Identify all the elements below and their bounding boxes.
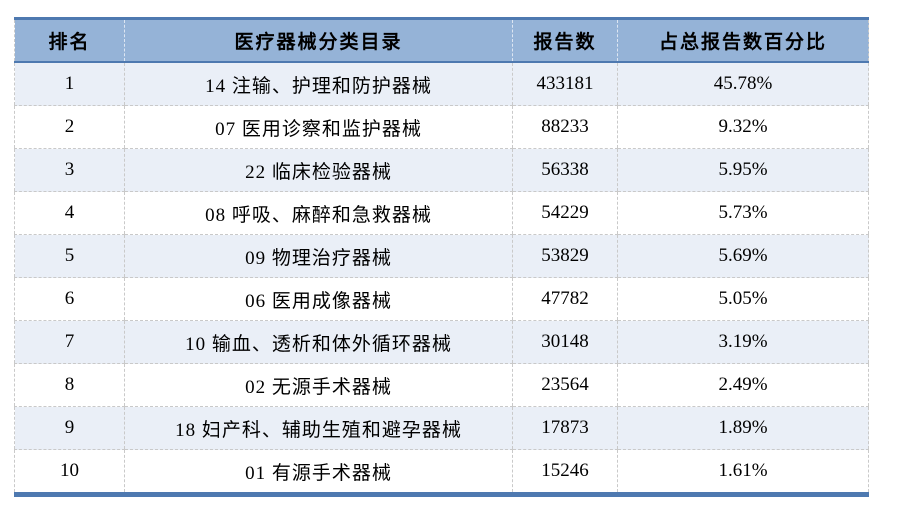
rank-cell: 6 xyxy=(14,277,125,321)
reports-cell: 23564 xyxy=(512,363,618,407)
category-cell: 06 医用成像器械 xyxy=(124,277,513,321)
category-cell: 14 注输、护理和防护器械 xyxy=(124,62,513,106)
medical-device-report-table: 排名 医疗器械分类目录 报告数 占总报告数百分比 1 14 注输、护理和防护器械… xyxy=(14,17,869,497)
reports-cell: 47782 xyxy=(512,277,618,321)
percent-cell: 3.19% xyxy=(617,320,869,364)
rank-cell: 7 xyxy=(14,320,125,364)
table-body: 1 14 注输、护理和防护器械 433181 45.78% 2 07 医用诊察和… xyxy=(14,62,869,495)
percent-cell: 5.73% xyxy=(617,191,869,235)
category-cell: 22 临床检验器械 xyxy=(124,148,513,192)
col-header-percent: 占总报告数百分比 xyxy=(617,17,869,63)
table-row: 3 22 临床检验器械 56338 5.95% xyxy=(14,148,869,192)
header-row: 排名 医疗器械分类目录 报告数 占总报告数百分比 xyxy=(14,17,869,63)
percent-cell: 9.32% xyxy=(617,105,869,149)
category-cell: 01 有源手术器械 xyxy=(124,449,513,495)
table-row: 9 18 妇产科、辅助生殖和避孕器械 17873 1.89% xyxy=(14,406,869,450)
category-cell: 10 输血、透析和体外循环器械 xyxy=(124,320,513,364)
percent-cell: 5.95% xyxy=(617,148,869,192)
col-header-reports: 报告数 xyxy=(512,17,618,63)
percent-cell: 45.78% xyxy=(617,62,869,106)
rank-cell: 5 xyxy=(14,234,125,278)
reports-cell: 54229 xyxy=(512,191,618,235)
table-row: 10 01 有源手术器械 15246 1.61% xyxy=(14,449,869,495)
table-row: 1 14 注输、护理和防护器械 433181 45.78% xyxy=(14,62,869,106)
col-header-rank: 排名 xyxy=(14,17,125,63)
reports-cell: 56338 xyxy=(512,148,618,192)
table-row: 2 07 医用诊察和监护器械 88233 9.32% xyxy=(14,105,869,149)
category-cell: 09 物理治疗器械 xyxy=(124,234,513,278)
category-cell: 08 呼吸、麻醉和急救器械 xyxy=(124,191,513,235)
category-cell: 02 无源手术器械 xyxy=(124,363,513,407)
rank-cell: 8 xyxy=(14,363,125,407)
table-row: 7 10 输血、透析和体外循环器械 30148 3.19% xyxy=(14,320,869,364)
reports-cell: 15246 xyxy=(512,449,618,495)
percent-cell: 5.05% xyxy=(617,277,869,321)
percent-cell: 5.69% xyxy=(617,234,869,278)
table-row: 6 06 医用成像器械 47782 5.05% xyxy=(14,277,869,321)
rank-cell: 3 xyxy=(14,148,125,192)
table-header: 排名 医疗器械分类目录 报告数 占总报告数百分比 xyxy=(14,17,869,63)
category-cell: 07 医用诊察和监护器械 xyxy=(124,105,513,149)
percent-cell: 1.61% xyxy=(617,449,869,495)
rank-cell: 1 xyxy=(14,62,125,106)
rank-cell: 2 xyxy=(14,105,125,149)
percent-cell: 2.49% xyxy=(617,363,869,407)
reports-cell: 53829 xyxy=(512,234,618,278)
percent-cell: 1.89% xyxy=(617,406,869,450)
reports-cell: 30148 xyxy=(512,320,618,364)
category-cell: 18 妇产科、辅助生殖和避孕器械 xyxy=(124,406,513,450)
reports-cell: 17873 xyxy=(512,406,618,450)
rank-cell: 9 xyxy=(14,406,125,450)
table-row: 8 02 无源手术器械 23564 2.49% xyxy=(14,363,869,407)
rank-cell: 10 xyxy=(14,449,125,495)
table-row: 4 08 呼吸、麻醉和急救器械 54229 5.73% xyxy=(14,191,869,235)
rank-cell: 4 xyxy=(14,191,125,235)
reports-cell: 88233 xyxy=(512,105,618,149)
col-header-category: 医疗器械分类目录 xyxy=(124,17,513,63)
table-row: 5 09 物理治疗器械 53829 5.69% xyxy=(14,234,869,278)
reports-cell: 433181 xyxy=(512,62,618,106)
